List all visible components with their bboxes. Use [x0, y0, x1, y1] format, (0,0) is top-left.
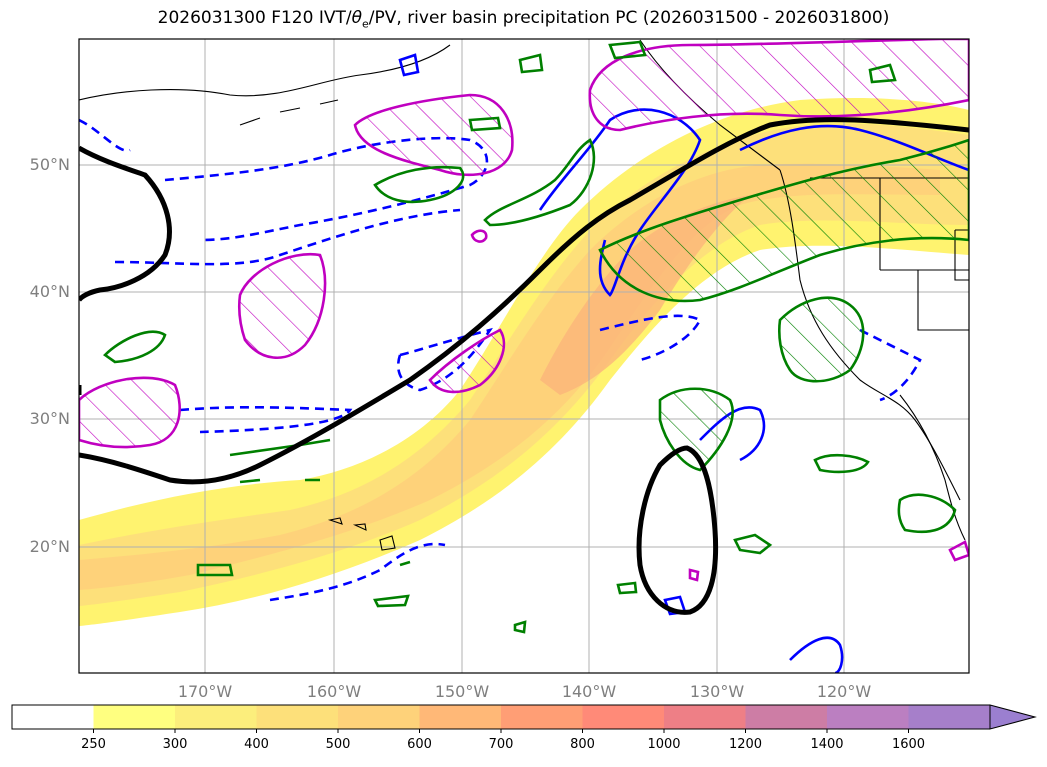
- colorbar-segment: [12, 705, 94, 729]
- pv-region-southwest: [79, 376, 181, 449]
- colorbar-segment: [664, 705, 746, 729]
- aleutian-islands: [239, 99, 339, 126]
- map-gridlines: [79, 39, 969, 673]
- lat-label-40n: 40°N: [29, 282, 70, 301]
- colorbar-tick-label: 1600: [891, 737, 926, 752]
- colorbar-tick-label: 700: [488, 737, 514, 752]
- theta-e-solid-bottom: [789, 636, 844, 673]
- theta-e-contour-coast: [859, 328, 922, 402]
- colorbar-tick-label: 1200: [728, 737, 763, 752]
- precip-region-hawaii: [196, 533, 773, 608]
- theta-e-contour-south: [179, 405, 353, 434]
- colorbar-segment: [419, 705, 502, 729]
- lat-label-30n: 30°N: [29, 409, 70, 428]
- theta-e-contour-mid: [114, 208, 461, 266]
- alaska-coast: [79, 44, 451, 101]
- colorbar-tick-label: 250: [81, 737, 106, 752]
- colorbar-segment: [501, 705, 583, 729]
- pv-hatched-regions: [79, 39, 969, 582]
- hawaii-islands: [327, 517, 396, 551]
- colorbar-segment: [256, 705, 339, 729]
- precip-region-west: [102, 330, 167, 364]
- precip-region-north-islands: [468, 40, 897, 132]
- figure-title: 2026031300 F120 IVT/θe/PV, river basin p…: [157, 8, 890, 31]
- colorbar-segment: [745, 705, 828, 729]
- lat-label-20n: 20°N: [29, 537, 70, 556]
- lon-label-120w: 120°W: [816, 682, 872, 701]
- baja-coast: [899, 394, 966, 541]
- lon-label-170w: 170°W: [177, 682, 233, 701]
- pv-contour-main: [79, 117, 969, 485]
- map-panel: [79, 39, 969, 673]
- lat-label-50n: 50°N: [29, 155, 70, 174]
- theta-e-contour-band: [396, 327, 493, 392]
- pv-region-northeast: [588, 39, 969, 132]
- colorbar-extend-arrow: [989, 704, 1037, 730]
- lon-label-140w: 140°W: [561, 682, 617, 701]
- lon-label-160w: 160°W: [306, 682, 362, 701]
- colorbar-tick-label: 500: [325, 737, 351, 752]
- colorbar-tick-label: 300: [162, 737, 188, 752]
- precip-region-north: [483, 138, 596, 227]
- colorbar-segment: [908, 705, 991, 729]
- pv-contour-closed-low: [636, 445, 719, 615]
- map-border: [78, 38, 970, 674]
- precip-region-north-band: [373, 165, 465, 204]
- colorbar-segment: [175, 705, 257, 729]
- colorbar-tick-label: 1400: [810, 737, 844, 752]
- pv-region-small: [470, 229, 969, 582]
- precip-region-mexico: [813, 453, 870, 474]
- theta-e-contour-east: [599, 314, 702, 362]
- colorbar-tick-label: 400: [244, 737, 269, 752]
- colorbar-tick-label: 600: [407, 737, 432, 752]
- lon-label-130w: 130°W: [689, 682, 745, 701]
- pv-contours: [79, 117, 969, 615]
- precip-contours: [102, 40, 969, 634]
- colorbar: [11, 704, 1037, 733]
- pv-contour-west: [79, 145, 172, 302]
- colorbar-segment: [93, 705, 176, 729]
- pv-region-band: [428, 328, 506, 394]
- precip-region-baja: [897, 493, 957, 534]
- ivt-band-high: [79, 163, 940, 591]
- colorbar-tick-label: 800: [570, 737, 595, 752]
- pv-region-west: [237, 252, 327, 360]
- precip-region-california: [778, 296, 865, 383]
- colorbar-segment: [582, 705, 665, 729]
- colorbar-tick-label: 1000: [647, 737, 681, 752]
- theta-e-contour-north: [79, 118, 131, 152]
- colorbar-segment: [338, 705, 420, 729]
- colorbar-segment: [827, 705, 909, 729]
- pv-region-north: [353, 93, 514, 177]
- lon-label-150w: 150°W: [434, 682, 490, 701]
